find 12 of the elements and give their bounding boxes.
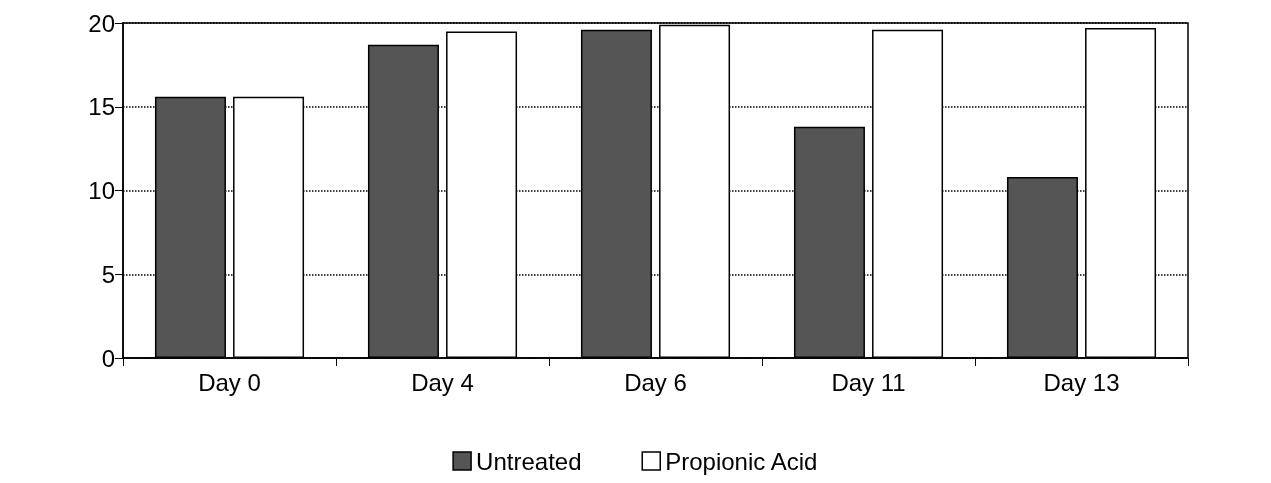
y-tick-label: 20 [88,9,115,37]
x-tick-label: Day 11 [831,368,906,396]
x-tick-label: Day 6 [624,368,687,396]
legend-label: Untreated [476,447,582,475]
y-tick-label: 0 [101,344,115,372]
x-tick-label: Day 4 [411,368,474,396]
x-tick-label: Day 13 [1043,368,1120,396]
x-tick-label: Day 0 [198,368,261,396]
y-tick-label: 5 [101,260,115,288]
y-tick-label: 10 [88,177,115,204]
y-tick-label: 15 [88,93,115,121]
legend-label: Propionic Acid [665,447,818,475]
